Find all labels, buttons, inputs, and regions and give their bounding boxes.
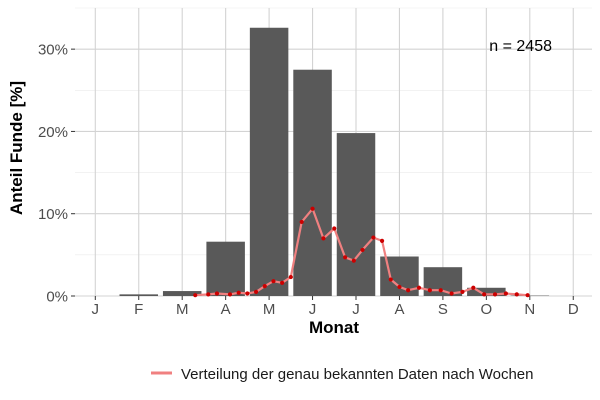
x-axis-label: Monat xyxy=(309,318,359,337)
week-point xyxy=(460,289,465,294)
x-tick-label: O xyxy=(481,301,493,318)
week-point xyxy=(482,292,487,297)
week-point xyxy=(525,293,530,298)
week-point xyxy=(227,292,233,297)
week-point xyxy=(299,219,304,225)
week-point xyxy=(193,293,198,298)
week-point xyxy=(271,279,276,284)
bar xyxy=(162,291,202,296)
y-tick-label: 20% xyxy=(38,124,68,141)
week-line xyxy=(195,207,528,297)
legend-label: Verteilung der genau bekannten Daten nac… xyxy=(181,366,534,383)
week-point xyxy=(332,226,337,231)
week-point xyxy=(492,292,498,297)
y-tick-label: 30% xyxy=(38,42,68,59)
week-point xyxy=(262,284,267,289)
week-point xyxy=(371,235,376,240)
week-point xyxy=(351,258,356,263)
x-tick-label: J xyxy=(352,301,360,318)
bar xyxy=(336,133,376,296)
bars xyxy=(119,27,550,297)
legend: Verteilung der genau bekannten Daten nac… xyxy=(151,366,534,383)
week-point xyxy=(343,255,348,260)
week-point xyxy=(236,290,241,295)
x-tick-label: A xyxy=(221,301,231,318)
week-point xyxy=(438,288,443,293)
week-point xyxy=(253,289,259,294)
week-point xyxy=(206,292,211,297)
line-series xyxy=(193,206,530,298)
week-point xyxy=(214,291,220,296)
x-tick-label: F xyxy=(134,301,143,318)
x-tick-label: A xyxy=(394,301,404,318)
week-point xyxy=(397,284,402,290)
bar xyxy=(206,241,245,296)
x-tick-label: M xyxy=(263,301,276,318)
week-point xyxy=(310,206,315,211)
week-point xyxy=(280,280,285,285)
week-point xyxy=(427,288,432,293)
y-axis-label: Anteil Funde [%] xyxy=(7,81,26,215)
bar xyxy=(293,69,332,296)
x-tick-label: J xyxy=(92,301,100,318)
x-tick-label: D xyxy=(568,301,579,318)
x-tick-label: S xyxy=(438,301,448,318)
week-point xyxy=(321,236,326,241)
week-point xyxy=(471,285,476,290)
week-point xyxy=(388,277,393,282)
bar xyxy=(119,294,158,296)
bar xyxy=(249,27,289,297)
y-tick-label: 10% xyxy=(38,206,68,223)
week-point xyxy=(379,238,385,243)
week-point xyxy=(406,288,411,293)
week-point xyxy=(416,285,422,290)
x-tick-label: J xyxy=(309,301,317,318)
week-point xyxy=(360,247,365,253)
x-tick-label: N xyxy=(524,301,535,318)
week-point xyxy=(514,292,519,297)
annotation-n: n = 2458 xyxy=(489,38,552,55)
week-point xyxy=(288,274,293,280)
week-point xyxy=(245,291,250,296)
bar xyxy=(467,287,506,296)
x-tick-label: M xyxy=(176,301,189,318)
week-point xyxy=(503,291,509,296)
y-tick-label: 0% xyxy=(46,289,68,306)
y-ticks: 0% 10% 20% 30% xyxy=(38,42,75,306)
week-point xyxy=(449,291,454,296)
